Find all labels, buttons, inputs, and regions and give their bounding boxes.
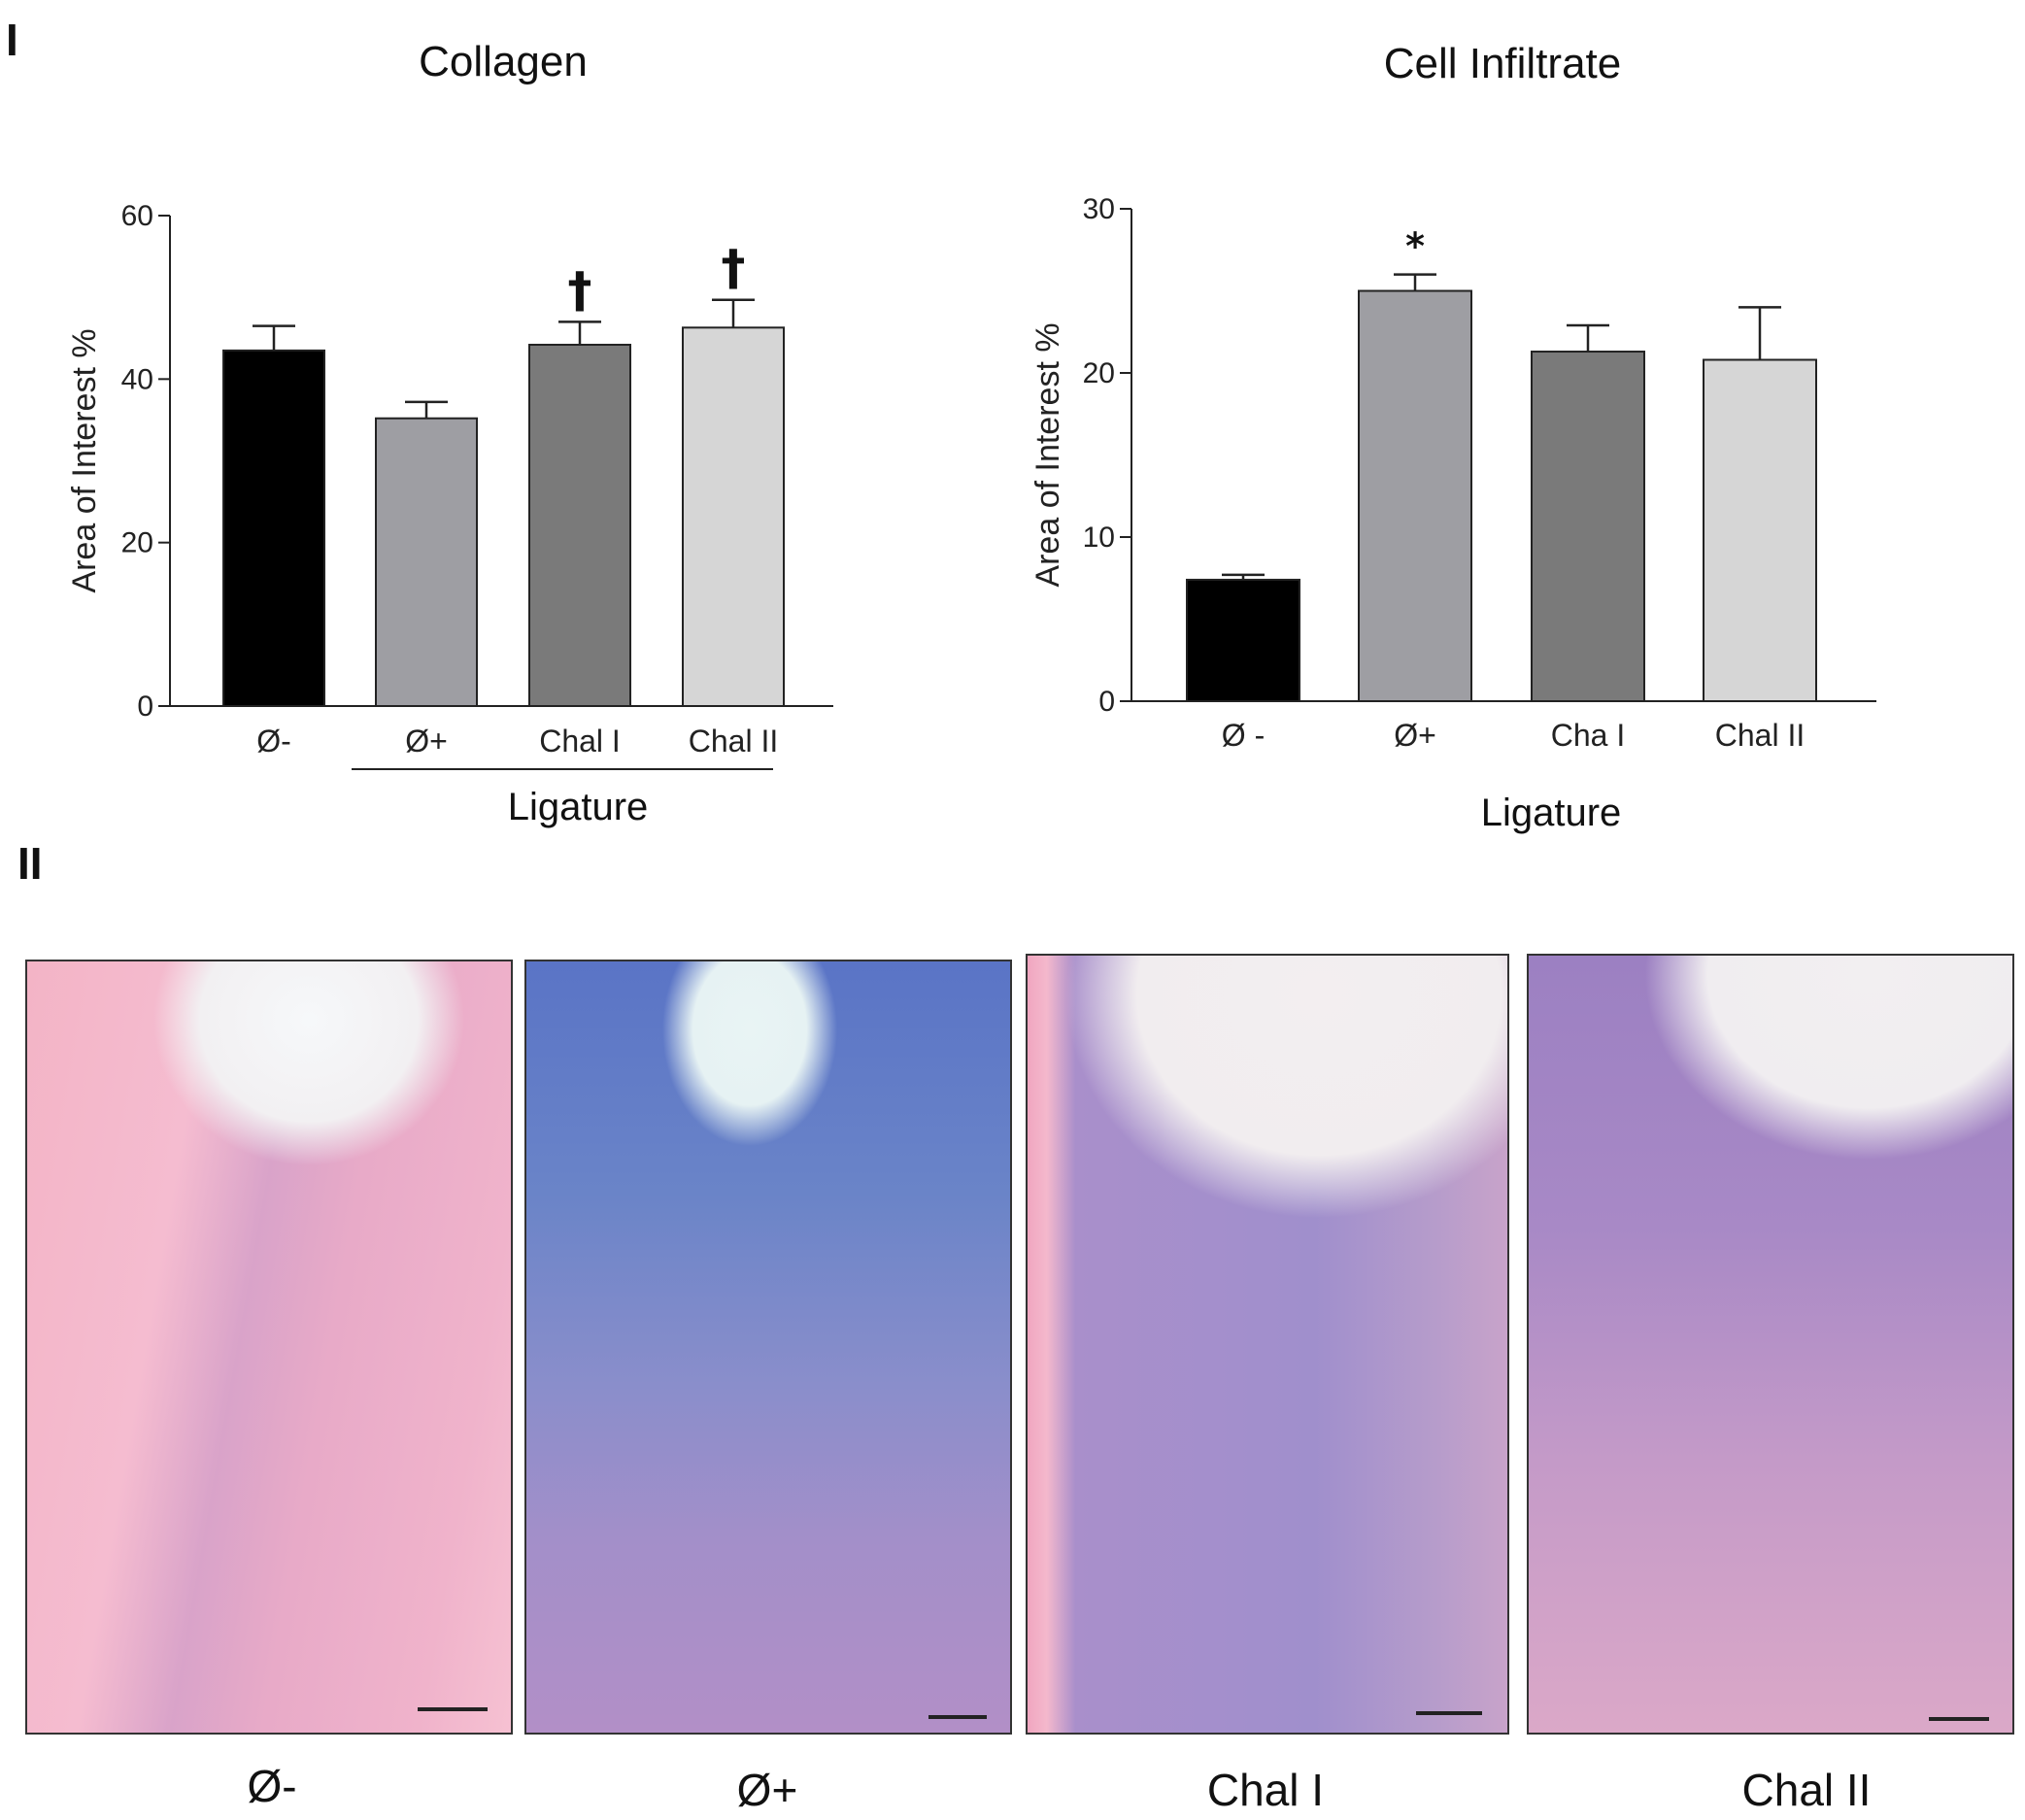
bar bbox=[222, 349, 325, 707]
bar bbox=[1703, 358, 1817, 702]
bar bbox=[682, 326, 785, 707]
scale-bar bbox=[1929, 1717, 1989, 1721]
y-axis-label: Area of Interest % bbox=[1029, 322, 1066, 587]
y-tick-label: 10 bbox=[1083, 522, 1115, 554]
micrograph-control bbox=[25, 960, 513, 1735]
significance-marker: † bbox=[722, 240, 746, 296]
y-tick-label: 30 bbox=[1083, 193, 1115, 225]
panel-letter-bottom: II bbox=[17, 838, 43, 889]
significance-marker: † bbox=[568, 261, 592, 318]
cell-infiltrate-chart: Cell Infiltrate 0 10 20 30 Area of Interest %… bbox=[1029, 40, 1876, 834]
x-tick-label: Ø+ bbox=[1394, 718, 1436, 753]
y-tick-label: 0 bbox=[137, 691, 153, 723]
bar bbox=[1186, 578, 1300, 702]
y-axis-label: Area of Interest % bbox=[66, 328, 103, 592]
micrograph-chal-i bbox=[1026, 954, 1509, 1735]
micrograph-caption: Ø- bbox=[247, 1761, 297, 1811]
significance-marker: * bbox=[1405, 225, 1425, 268]
y-tick-label: 60 bbox=[121, 200, 153, 232]
y-tick-label: 20 bbox=[121, 527, 153, 559]
bar bbox=[1358, 289, 1472, 702]
micrograph-chal-ii bbox=[1527, 954, 2014, 1735]
group-label: Ligature bbox=[508, 786, 649, 828]
scale-bar bbox=[418, 1707, 488, 1711]
group-label: Ligature bbox=[1481, 792, 1622, 834]
x-tick-label: Ø+ bbox=[405, 724, 448, 758]
bar bbox=[528, 343, 631, 707]
chart-title: Collagen bbox=[419, 38, 588, 85]
x-tick-label: Cha I bbox=[1551, 718, 1625, 753]
y-tick-label: 40 bbox=[121, 363, 153, 395]
x-tick-label: Chal II bbox=[689, 724, 778, 758]
x-tick-label: Ø- bbox=[256, 724, 291, 758]
micrograph-caption: Chal I bbox=[1206, 1765, 1325, 1815]
x-tick-label: Chal II bbox=[1715, 718, 1805, 753]
x-tick-label: Chal I bbox=[539, 724, 621, 758]
collagen-chart: Collagen 0 20 40 60 Area of Interest % Ø- Ø+ Cha… bbox=[66, 38, 833, 828]
micrograph-ligature bbox=[524, 960, 1012, 1735]
scale-bar bbox=[928, 1715, 987, 1719]
bar bbox=[375, 417, 478, 707]
micrograph-caption: Chal II bbox=[1741, 1765, 1872, 1815]
chart-title: Cell Infiltrate bbox=[1384, 40, 1622, 87]
y-tick-label: 20 bbox=[1083, 357, 1115, 389]
bar bbox=[1531, 351, 1645, 702]
micrograph-caption: Ø+ bbox=[736, 1765, 798, 1815]
x-tick-label: Ø - bbox=[1222, 718, 1265, 753]
panel-letter-top: I bbox=[6, 15, 18, 65]
y-tick-label: 0 bbox=[1098, 686, 1115, 718]
scale-bar bbox=[1416, 1711, 1482, 1715]
